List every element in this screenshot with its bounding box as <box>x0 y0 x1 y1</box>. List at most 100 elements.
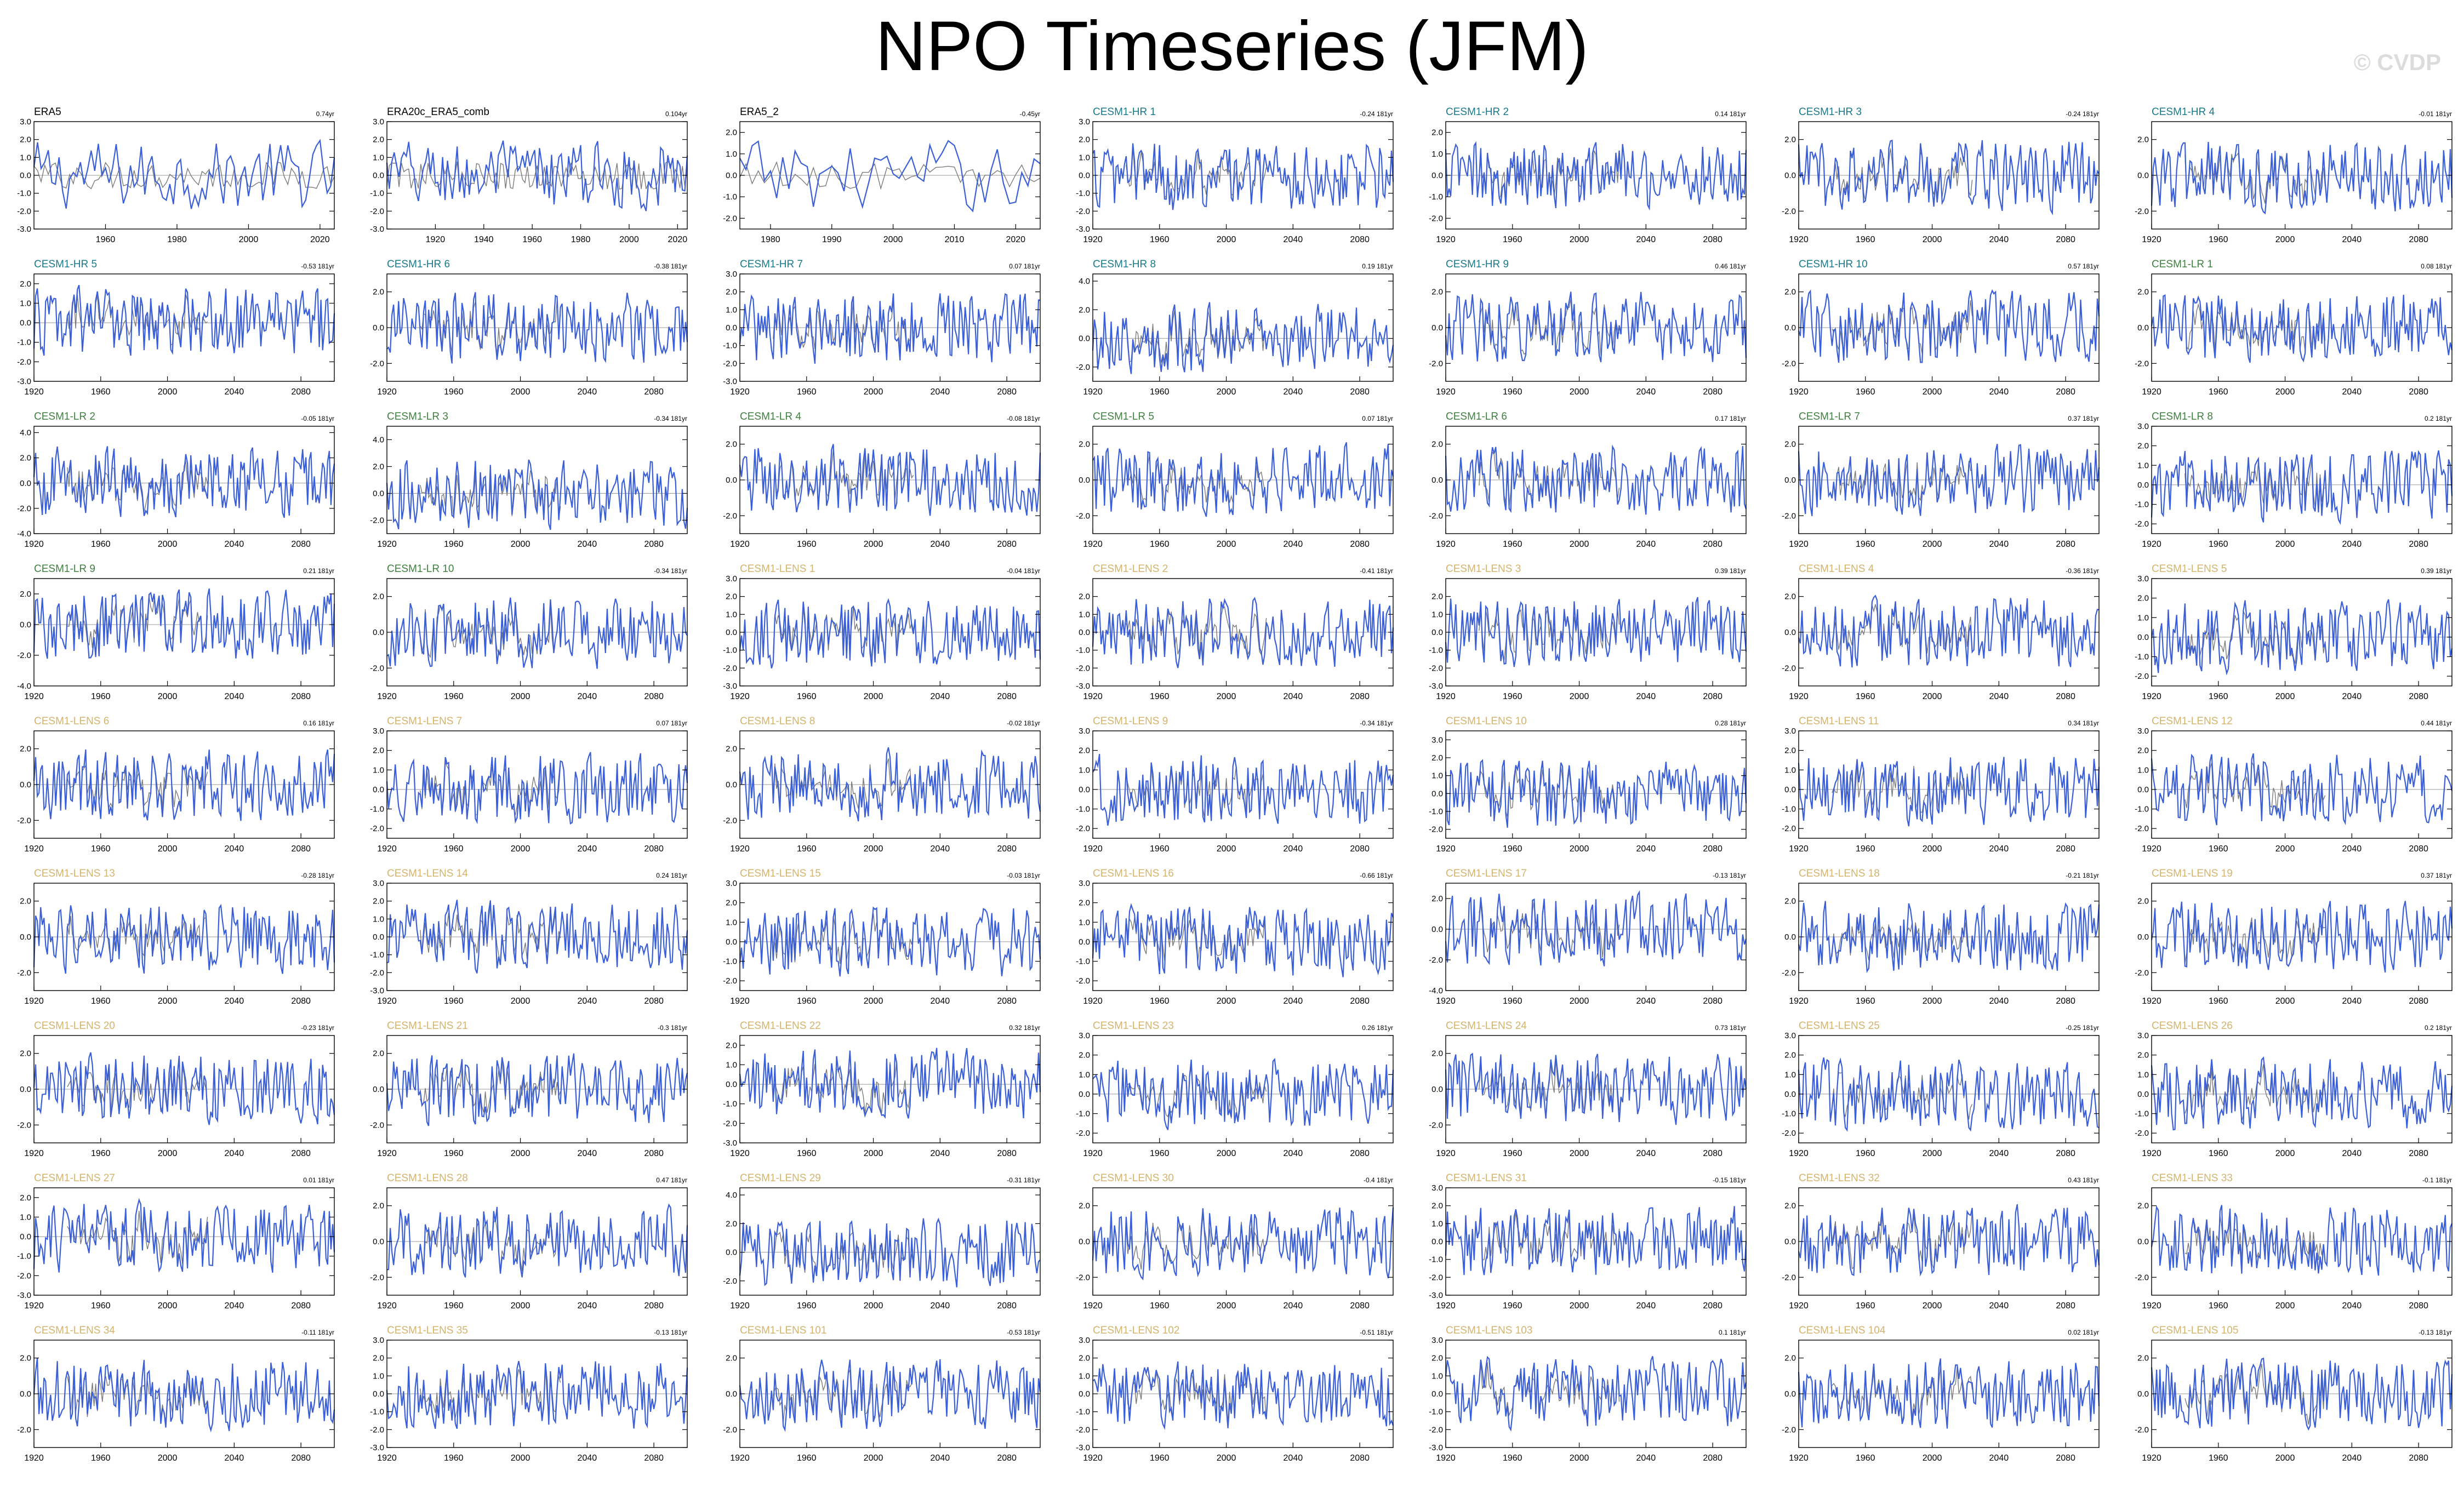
y-tick-label: 3.0 <box>1079 726 1090 736</box>
timeseries-panel: 2.0 0.0 -2.0 1920 1960 2000 2040 2080 <box>1429 273 1747 397</box>
x-tick-label: 1960 <box>1150 540 1170 549</box>
y-tick-label: 0.0 <box>1431 789 1443 798</box>
y-tick-label: 1.0 <box>1079 765 1090 775</box>
panel-title: CESM1-HR 1 <box>1093 106 1156 118</box>
x-tick-label: 1960 <box>91 997 111 1006</box>
timeseries-panel: 3.0 2.0 1.0 0.0 -1.0 -2.0 -3.0 1960 1980 2000 2020 <box>17 117 335 244</box>
x-tick-label: 1960 <box>1856 692 1875 701</box>
x-tick-label: 2080 <box>2056 387 2075 397</box>
panel-trend-label: -0.03 181yr <box>1007 872 1040 879</box>
x-tick-label: 2000 <box>2275 540 2295 549</box>
panel-trend-label: -0.45yr <box>1019 110 1040 118</box>
x-tick-label: 2080 <box>2409 1454 2428 1463</box>
x-tick-label: 2040 <box>578 1301 597 1311</box>
x-tick-label: 1920 <box>2142 1454 2161 1463</box>
y-tick-label: 1.0 <box>1079 918 1090 927</box>
x-tick-label: 2040 <box>1636 1301 1656 1311</box>
x-tick-label: 2080 <box>2409 692 2428 701</box>
x-tick-label: 2080 <box>291 844 311 854</box>
y-tick-label: 3.0 <box>1079 879 1090 888</box>
timeseries-panel: 2.0 0.0 -2.0 1920 1960 2000 2040 2080 <box>17 883 335 1006</box>
y-tick-label: -2.0 <box>723 816 737 825</box>
panel-title: CESM1-LENS 101 <box>740 1325 827 1336</box>
model-series-line <box>33 588 335 659</box>
y-tick-label: -2.0 <box>370 663 384 673</box>
x-tick-label: 2080 <box>1703 387 1722 397</box>
model-series-line <box>1798 1358 2100 1429</box>
y-tick-label: -2.0 <box>1429 511 1443 520</box>
plot-frame <box>1092 273 1394 382</box>
plot-frame <box>386 730 688 839</box>
panel-title: CESM1-LENS 103 <box>1446 1325 1533 1336</box>
x-tick-label: 2080 <box>2409 1301 2428 1311</box>
x-tick-label: 2040 <box>931 1454 950 1463</box>
y-tick-label: -3.0 <box>370 986 384 995</box>
panel-trend-label: 0.44 181yr <box>2421 719 2452 727</box>
y-tick-label: 1.0 <box>20 299 31 308</box>
panel-title: CESM1-LR 3 <box>387 411 448 422</box>
y-tick-label: -2.0 <box>2135 207 2149 216</box>
x-tick-label: 1920 <box>377 387 397 397</box>
panel-trend-label: 0.14 181yr <box>1715 110 1746 118</box>
panel-trend-label: -0.31 181yr <box>1007 1176 1040 1184</box>
x-tick-label: 2000 <box>511 387 531 397</box>
x-tick-label: 1920 <box>1083 1454 1103 1463</box>
x-tick-label: 1960 <box>1150 692 1170 701</box>
y-tick-label: -2.0 <box>2135 824 2149 833</box>
x-tick-label: 1960 <box>797 997 817 1006</box>
y-tick-label: 0.0 <box>2137 1389 2149 1399</box>
panel-title: CESM1-LENS 102 <box>1093 1325 1180 1336</box>
model-series-line <box>1445 759 1747 828</box>
x-tick-label: 2000 <box>1217 387 1236 397</box>
y-tick-label: 1.0 <box>1431 150 1443 159</box>
watermark: © CVDP <box>2353 49 2441 75</box>
y-tick-label: -2.0 <box>1782 1425 1796 1434</box>
x-tick-label: 2020 <box>1006 235 1025 244</box>
x-tick-label: 1920 <box>730 1301 750 1311</box>
y-tick-label: 2.0 <box>2137 1051 2149 1060</box>
y-tick-label: 0.0 <box>726 780 737 789</box>
x-tick-label: 2080 <box>1703 1301 1722 1311</box>
y-tick-label: 0.0 <box>20 318 31 328</box>
x-tick-label: 2000 <box>1923 1301 1942 1311</box>
x-tick-label: 2080 <box>2409 1149 2428 1158</box>
x-tick-label: 2080 <box>2056 540 2075 549</box>
model-series-line <box>739 747 1041 822</box>
x-tick-label: 2000 <box>2275 1149 2295 1158</box>
panel-title: CESM1-HR 2 <box>1446 106 1509 118</box>
y-tick-label: 2.0 <box>373 135 384 145</box>
x-tick-label: 1990 <box>822 235 842 244</box>
panel-title: CESM1-LENS 14 <box>387 868 468 879</box>
x-tick-label: 2080 <box>291 1454 311 1463</box>
y-tick-label: 2.0 <box>726 128 737 138</box>
y-tick-label: -2.0 <box>17 816 31 825</box>
y-tick-label: 3.0 <box>2137 1031 2149 1040</box>
timeseries-panel: 3.0 2.0 1.0 0.0 -1.0 -2.0 1920 1960 2000 2040 2080 <box>1076 879 1394 1006</box>
panel-title: CESM1-LENS 19 <box>2152 868 2233 879</box>
timeseries-panel: 3.0 2.0 1.0 0.0 -1.0 -2.0 -3.0 1920 1940 1960 1980… <box>370 117 688 244</box>
y-tick-label: 1.0 <box>726 305 737 314</box>
model-series-line <box>386 292 688 364</box>
y-tick-label: 0.0 <box>726 628 737 637</box>
x-tick-label: 2080 <box>1350 1149 1370 1158</box>
timeseries-panel: 2.0 0.0 -2.0 1920 1960 2000 2040 2080 <box>1782 578 2100 701</box>
model-series-line <box>1798 757 2100 827</box>
x-tick-label: 2040 <box>225 540 244 549</box>
y-tick-label: 0.0 <box>2137 480 2149 490</box>
x-tick-label: 1920 <box>1789 1454 1809 1463</box>
y-tick-label: 2.0 <box>20 1049 31 1059</box>
x-tick-label: 1960 <box>2209 387 2228 397</box>
y-tick-label: 2.0 <box>20 1193 31 1203</box>
y-tick-label: 3.0 <box>1079 1336 1090 1345</box>
x-tick-label: 1960 <box>797 1454 817 1463</box>
y-tick-label: 2.0 <box>2137 288 2149 297</box>
x-tick-label: 2000 <box>1570 997 1589 1006</box>
plot-frame <box>1092 730 1394 839</box>
x-tick-label: 2040 <box>931 540 950 549</box>
y-tick-label: 1.0 <box>2137 461 2149 470</box>
x-tick-label: 2000 <box>1570 387 1589 397</box>
